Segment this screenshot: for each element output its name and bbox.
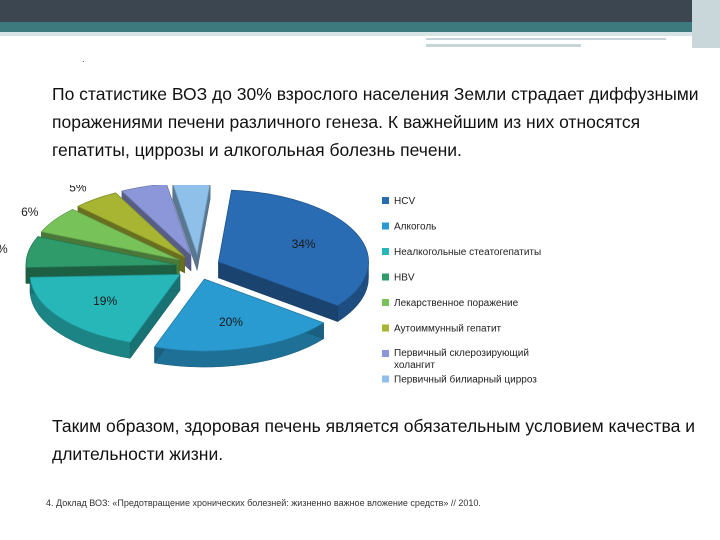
conclusion-paragraph: Таким образом, здоровая печень является …	[52, 416, 696, 464]
footnote: 4. Доклад ВОЗ: «Предотвращение хроническ…	[46, 498, 481, 508]
legend-label: Первичный билиарный цирроз	[394, 374, 537, 386]
pie-slice	[153, 278, 325, 352]
dot-mark: .	[82, 54, 85, 65]
slice-value-label: 7%	[0, 242, 8, 256]
pie-layer: 34%20%19%7%6%5%5%4%	[0, 185, 369, 368]
accent-line	[426, 44, 581, 47]
slice-value-label: 34%	[292, 237, 316, 251]
legend-label: холангит	[394, 360, 435, 371]
legend-swatch	[382, 222, 389, 230]
legend-swatch	[382, 324, 389, 332]
legend: HCV Алкоголь Неалкогольные стеатогепатиты H…	[382, 196, 541, 386]
intro-paragraph: По статистике ВОЗ до 30% взрослого насел…	[52, 84, 699, 160]
legend-entry: Первичный билиарный цирроз	[382, 374, 537, 386]
legend-swatch	[382, 197, 389, 204]
pie-slice	[29, 274, 181, 343]
pie-slice	[218, 189, 369, 307]
legend-swatch	[382, 375, 389, 383]
pie-slice	[40, 208, 180, 261]
legend-label: Неалкогольные стеатогепатиты	[394, 247, 541, 258]
legend-swatch	[382, 273, 389, 281]
legend-swatch	[382, 248, 389, 255]
legend-label: Аутоиммунный гепатит	[394, 324, 502, 335]
legend-entry: Алкоголь	[382, 222, 436, 233]
legend-entry: Лекарственное поражение	[382, 298, 519, 309]
header-band-dark	[0, 0, 720, 22]
pie-slice	[172, 185, 211, 256]
pie-slice	[121, 185, 192, 256]
header-band-light	[0, 32, 720, 36]
legend-entry: HBV	[382, 273, 415, 284]
accent-line	[426, 38, 666, 40]
legend-label: HCV	[394, 196, 415, 207]
legend-swatch	[382, 299, 389, 306]
corner-fold	[692, 0, 720, 48]
slice-value-label: 5%	[69, 185, 87, 194]
liver-disease-pie-chart: 34%20%19%7%6%5%5%4% HCVАлкогольНеалкогол…	[0, 185, 541, 386]
slice-value-label: 20%	[219, 315, 243, 329]
legend-label: HBV	[394, 273, 415, 284]
legend-entry: HCV	[382, 196, 415, 207]
header-band-teal	[0, 22, 720, 32]
legend-label: Алкоголь	[394, 222, 436, 233]
slice-value-label: 6%	[21, 205, 39, 219]
legend-label: Лекарственное поражение	[394, 298, 519, 309]
legend-swatch	[382, 350, 389, 357]
legend-entry: Неалкогольные стеатогепатиты	[382, 247, 541, 258]
pie-slice	[76, 192, 185, 258]
legend-label: Первичный склерозирующий	[394, 348, 529, 359]
slice-value-label: 19%	[93, 294, 117, 308]
pie-slice	[25, 236, 177, 268]
legend-entry: Аутоиммунный гепатит	[382, 324, 502, 335]
